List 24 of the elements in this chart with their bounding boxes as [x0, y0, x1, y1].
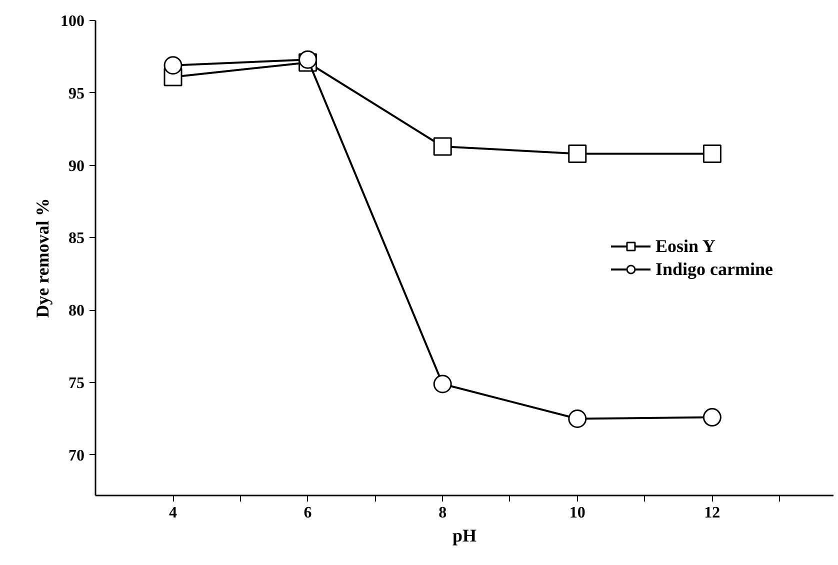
point: [702, 408, 722, 427]
y-tick-label: 90: [68, 158, 84, 175]
legend-label: Indigo carmine: [655, 258, 773, 280]
point: [164, 56, 182, 75]
point: [433, 374, 452, 394]
point: [298, 50, 318, 69]
y-tick-label: 70: [68, 447, 84, 464]
point: [568, 410, 587, 428]
legend-label: Eosin Y: [655, 236, 716, 256]
x-tick-label: 4: [169, 504, 178, 522]
x-tick-label: 10: [569, 504, 586, 522]
point: [702, 144, 722, 163]
y-tick-label: 80: [68, 302, 84, 320]
point: [433, 137, 452, 156]
x-axis-title: pH: [452, 526, 477, 546]
point: [568, 144, 587, 163]
y-axis-title: Dye removal %: [32, 198, 52, 318]
y-tick-label: 75: [68, 375, 84, 392]
y-tick-label: 85: [68, 230, 84, 248]
y-tick-label: 95: [68, 85, 84, 102]
x-tick-label: 12: [704, 504, 720, 522]
y-tick-label: 100: [60, 13, 84, 30]
x-tick-label: 8: [438, 504, 447, 522]
x-tick-label: 6: [304, 504, 312, 522]
